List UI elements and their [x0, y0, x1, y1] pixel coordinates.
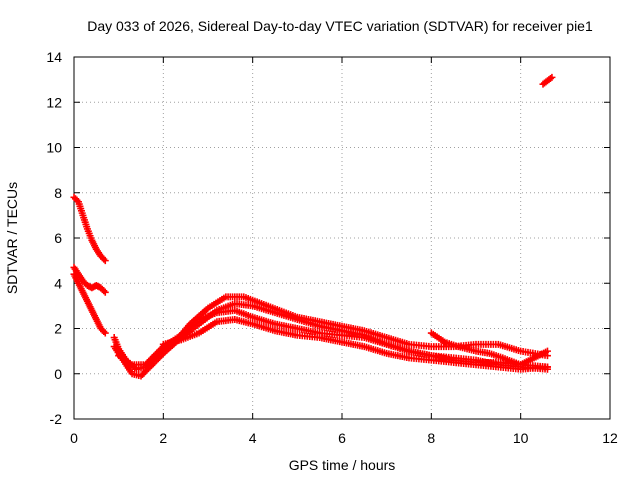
- data-point: [101, 257, 109, 265]
- x-tick-label: 6: [338, 430, 346, 446]
- series-track-g-main-4: [159, 315, 551, 373]
- y-tick-label: 8: [54, 185, 62, 201]
- series-track-i-outlier: [539, 73, 556, 88]
- y-tick-label: 4: [54, 275, 62, 291]
- y-axis-label: SDTVAR / TECUs: [4, 182, 20, 294]
- series-track-b-early-upper: [70, 263, 109, 296]
- data-point: [100, 255, 108, 263]
- x-tick-label: 12: [602, 430, 618, 446]
- data-point: [543, 363, 551, 371]
- data-point: [548, 73, 556, 81]
- y-tick-label: 2: [54, 321, 62, 337]
- data-point: [546, 74, 554, 82]
- x-tick-label: 4: [249, 430, 257, 446]
- data-point: [73, 196, 81, 204]
- data-points: [70, 73, 556, 380]
- x-tick-label: 0: [70, 430, 78, 446]
- y-tick-label: 6: [54, 230, 62, 246]
- y-tick-label: -2: [50, 411, 63, 427]
- x-tick-label: 10: [513, 430, 529, 446]
- chart-title: Day 033 of 2026, Sidereal Day-to-day VTE…: [87, 18, 593, 34]
- y-tick-label: 0: [54, 366, 62, 382]
- data-point: [100, 328, 108, 336]
- y-tick-label: 12: [46, 94, 62, 110]
- data-point: [101, 329, 109, 337]
- data-point: [101, 288, 109, 296]
- x-tick-label: 8: [427, 430, 435, 446]
- x-tick-label: 2: [159, 430, 167, 446]
- data-point: [100, 287, 108, 295]
- data-point: [144, 364, 152, 372]
- y-tick-label: 10: [46, 140, 62, 156]
- series-track-a-early-high: [70, 193, 109, 265]
- data-point: [543, 347, 551, 355]
- y-ticks: -2 0 2 4 6 8 10 12 14: [46, 49, 610, 427]
- y-tick-label: 14: [46, 49, 62, 65]
- series-track-h-late: [427, 329, 551, 369]
- x-ticks: 0 2 4 6 8 10 12: [70, 57, 618, 446]
- series-track-c-early-lower: [70, 270, 109, 337]
- x-axis-label: GPS time / hours: [289, 457, 396, 473]
